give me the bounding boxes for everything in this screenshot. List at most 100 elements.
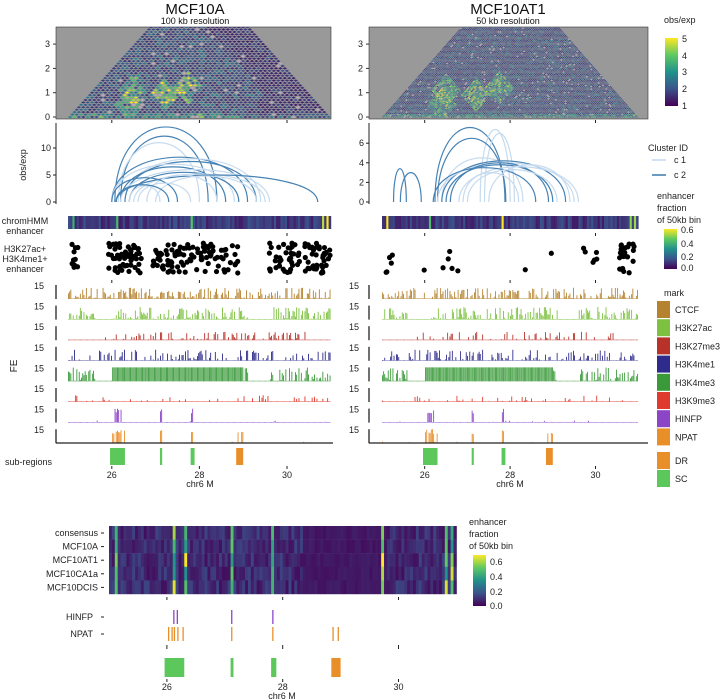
hic-cell bbox=[502, 78, 505, 80]
hic-cell bbox=[519, 51, 522, 54]
hic-cell bbox=[468, 90, 471, 93]
hic-cell bbox=[238, 72, 244, 75]
hic-cell bbox=[265, 62, 270, 65]
hic-cell bbox=[431, 111, 434, 113]
hic-cell bbox=[120, 67, 125, 70]
hic-cell bbox=[505, 28, 508, 31]
hic-cell bbox=[113, 93, 119, 97]
hic-cell bbox=[485, 71, 488, 73]
hic-cell bbox=[273, 76, 279, 80]
hic-cell bbox=[241, 50, 246, 53]
hic-cell bbox=[265, 81, 270, 85]
hic-cell bbox=[475, 109, 479, 111]
hic-cell bbox=[127, 103, 132, 107]
hic-cell bbox=[478, 84, 481, 87]
hic-cell bbox=[289, 103, 294, 107]
hic-cell bbox=[473, 111, 476, 113]
hic-cell bbox=[459, 64, 463, 66]
hic-cell bbox=[103, 115, 108, 119]
hic-cell bbox=[186, 106, 191, 109]
hic-cell bbox=[441, 75, 444, 77]
hic-cell bbox=[407, 111, 410, 113]
hic-cell bbox=[490, 55, 494, 57]
hic-cell bbox=[173, 110, 178, 114]
hic-cell bbox=[401, 113, 404, 116]
hic-cell bbox=[267, 84, 272, 87]
hic-cell bbox=[496, 69, 499, 71]
hic-cell bbox=[483, 73, 486, 76]
hic-cell bbox=[133, 57, 139, 60]
hic-cell bbox=[473, 106, 476, 108]
hic-cell bbox=[422, 84, 425, 87]
hic-cell bbox=[168, 52, 174, 56]
hic-cell bbox=[490, 48, 494, 50]
hic-cell bbox=[483, 51, 486, 54]
hic-cell bbox=[265, 91, 270, 94]
hic-cell bbox=[444, 93, 448, 95]
hic-cell bbox=[449, 49, 452, 51]
hic-cell bbox=[245, 27, 250, 29]
hic-cell bbox=[208, 91, 213, 94]
hic-cell bbox=[416, 87, 419, 89]
hic-cell bbox=[499, 79, 502, 82]
hic-cell bbox=[201, 40, 206, 43]
hic-cell bbox=[475, 106, 479, 108]
hic-cell bbox=[431, 65, 434, 67]
hic-cell bbox=[482, 38, 485, 40]
hic-cell bbox=[418, 111, 421, 113]
hic-cell bbox=[453, 95, 456, 97]
hic-cell bbox=[203, 96, 209, 99]
hic-cell bbox=[450, 38, 453, 40]
hic-cell bbox=[489, 44, 492, 46]
hic-cell bbox=[424, 116, 427, 118]
hic-cell bbox=[89, 101, 95, 104]
hic-cell bbox=[493, 45, 496, 48]
hic-cell bbox=[497, 87, 500, 89]
hic-cell bbox=[503, 72, 506, 74]
hic-cell bbox=[489, 88, 492, 90]
hic-cell bbox=[238, 67, 244, 70]
hic-cell bbox=[525, 31, 528, 33]
hic-cell bbox=[543, 25, 545, 26]
hic-cell bbox=[472, 59, 475, 61]
hic-cell bbox=[153, 50, 158, 53]
hic-cell bbox=[533, 36, 536, 38]
hic-cell bbox=[499, 58, 502, 60]
hic-cell bbox=[477, 66, 480, 68]
hic-cell bbox=[186, 28, 191, 31]
hic-cell bbox=[522, 38, 526, 40]
hic-cell bbox=[436, 76, 439, 78]
hic-cell bbox=[463, 48, 466, 50]
hic-cell bbox=[470, 30, 473, 32]
hic-cell bbox=[502, 27, 505, 29]
hic-cell bbox=[497, 62, 500, 65]
hic-cell bbox=[463, 72, 466, 74]
hic-cell bbox=[388, 109, 391, 111]
hic-cell bbox=[405, 94, 408, 96]
hic-cell bbox=[493, 36, 496, 38]
hic-cell bbox=[491, 56, 495, 59]
hic-cell bbox=[533, 28, 536, 31]
hic-cell bbox=[214, 59, 220, 63]
hic-cell bbox=[477, 90, 480, 93]
hic-cell bbox=[483, 37, 486, 39]
hic-cell bbox=[450, 60, 453, 62]
hic-cell bbox=[521, 49, 524, 51]
hic-cell bbox=[451, 78, 454, 80]
hic-cell bbox=[491, 49, 495, 51]
hic-cell bbox=[444, 90, 448, 93]
hic-cell bbox=[243, 91, 248, 94]
hic-cell bbox=[444, 103, 448, 105]
hic-cell bbox=[513, 69, 516, 71]
hic-cell bbox=[507, 72, 511, 74]
hic-cell bbox=[468, 54, 471, 56]
hic-cell bbox=[457, 44, 460, 46]
hic-cell bbox=[153, 98, 158, 102]
hic-cell bbox=[501, 33, 504, 35]
hic-cell bbox=[480, 55, 483, 57]
hic-cell bbox=[384, 113, 387, 116]
hic-cell bbox=[452, 106, 455, 108]
hic-cell bbox=[470, 39, 473, 42]
hic-cell bbox=[166, 74, 171, 77]
hic-cell bbox=[498, 47, 501, 49]
